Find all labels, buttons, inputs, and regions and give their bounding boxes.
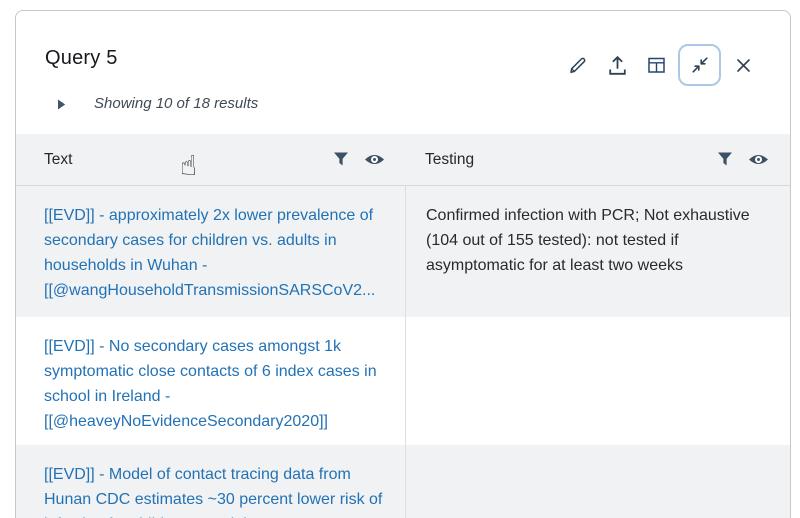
column-label: Text [44, 150, 73, 168]
evidence-link[interactable]: [[EVD]] - Model of contact tracing data … [44, 466, 383, 518]
filter-button[interactable] [333, 151, 349, 168]
table-row: [[EVD]] - No secondary cases amongst 1k … [16, 317, 790, 445]
column-header-testing[interactable]: Testing [405, 151, 790, 169]
table-body: [[EVD]] - approximately 2x lower prevale… [16, 186, 790, 518]
expand-results-button[interactable] [57, 99, 66, 110]
eye-icon [749, 155, 768, 164]
export-button[interactable] [600, 43, 634, 87]
close-button[interactable] [726, 43, 760, 87]
panel-title: Query 5 [45, 47, 118, 69]
text-cell: [[EVD]] - No secondary cases amongst 1k … [16, 317, 405, 445]
text-cell: [[EVD]] - approximately 2x lower prevale… [16, 186, 405, 317]
filter-button[interactable] [717, 151, 733, 168]
results-table: Text [16, 134, 790, 518]
edit-button[interactable] [561, 43, 595, 87]
table-layout-icon [647, 57, 665, 73]
evidence-link[interactable]: [[EVD]] - No secondary cases amongst 1k … [44, 338, 377, 430]
visibility-button[interactable] [748, 152, 769, 167]
text-cell: [[EVD]] - Model of contact tracing data … [16, 445, 405, 518]
testing-cell: Confirmed infection with PCR; Not exhaus… [405, 186, 790, 317]
table-row: [[EVD]] - approximately 2x lower prevale… [16, 186, 790, 317]
collapse-arrows-icon [691, 57, 708, 73]
table-view-button[interactable] [639, 43, 673, 87]
column-header-text[interactable]: Text [16, 151, 405, 169]
testing-value: Confirmed infection with PCR; Not exhaus… [426, 207, 750, 274]
visibility-button[interactable] [364, 152, 385, 167]
testing-cell [405, 317, 790, 445]
results-summary-row: Showing 10 of 18 results [57, 95, 258, 112]
query-panel: Query 5 [15, 10, 791, 518]
table-row: [[EVD]] - Model of contact tracing data … [16, 445, 790, 518]
filter-icon [334, 152, 348, 166]
triangle-right-icon [58, 99, 66, 110]
results-summary: Showing 10 of 18 results [94, 95, 259, 112]
column-label: Testing [425, 150, 475, 168]
eye-icon [365, 155, 384, 164]
pencil-icon [570, 57, 586, 74]
evidence-link[interactable]: [[EVD]] - approximately 2x lower prevale… [44, 207, 376, 299]
upload-icon [608, 55, 626, 75]
table-header-row: Text [16, 134, 790, 186]
collapse-button[interactable] [678, 44, 721, 86]
filter-icon [718, 152, 732, 166]
testing-cell [405, 445, 790, 518]
close-icon [736, 58, 750, 72]
toolbar [561, 43, 760, 87]
